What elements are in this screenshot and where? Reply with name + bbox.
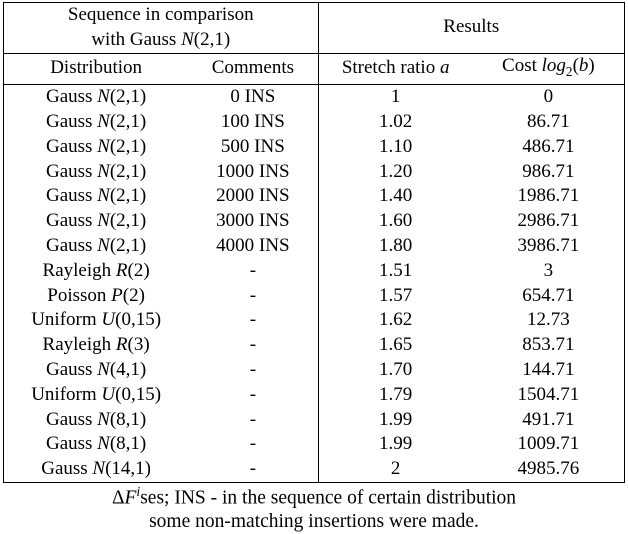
table-row: Gauss N(2,1) 0 INS 1 0 bbox=[3, 84, 625, 110]
cell-comments: 3000 INS bbox=[188, 209, 319, 234]
table-row: Gauss N(2,1) 100 INS 1.02 86.71 bbox=[3, 109, 625, 135]
cell-comments: - bbox=[188, 333, 319, 358]
group-header-sequence-line2: with Gauss N(2,1) bbox=[91, 28, 231, 50]
table-row: Gauss N(2,1) 500 INS 1.10 486.71 bbox=[3, 134, 625, 160]
table-row: Uniform U(0,15) - 1.79 1504.71 bbox=[3, 382, 625, 408]
cell-distribution: Gauss N(2,1) bbox=[3, 209, 189, 234]
cell-stretch: 1.79 bbox=[379, 383, 413, 405]
column-header-row: Distribution Comments Stretch ratio a Co… bbox=[3, 52, 625, 86]
cell-distribution: Gauss N(4,1) bbox=[3, 357, 189, 383]
cell-comments: - bbox=[188, 407, 319, 433]
cell-comments: - bbox=[188, 457, 319, 483]
cell-cost: 1986.71 bbox=[472, 184, 625, 210]
cell-cost: 1504.71 bbox=[472, 382, 625, 408]
cell-stretch: 1.65 bbox=[379, 334, 413, 356]
col-header-distribution: Distribution bbox=[3, 52, 189, 86]
cell-stretch: 1.70 bbox=[379, 358, 413, 380]
table-row: Gauss N(2,1) 4000 INS 1.80 3986.71 bbox=[3, 233, 625, 259]
cell-cost: 3986.71 bbox=[472, 233, 625, 259]
table-row: Rayleigh R(2) - 1.51 3 bbox=[3, 258, 625, 284]
group-header-results: Results bbox=[318, 2, 625, 54]
cell-stretch: 1.80 bbox=[379, 234, 413, 256]
table-caption: ΔFises; INS - in the sequence of certain… bbox=[0, 480, 628, 534]
cell-cost: 1009.71 bbox=[472, 432, 625, 458]
cell-cost: 986.71 bbox=[472, 159, 625, 185]
cell-cost: 86.71 bbox=[472, 109, 625, 135]
cell-comments: 0 INS bbox=[188, 84, 319, 110]
cell-comments: - bbox=[188, 258, 319, 284]
table-row: Gauss N(8,1) - 1.99 1009.71 bbox=[3, 432, 625, 458]
cell-stretch: 1.20 bbox=[379, 160, 413, 182]
table-row: Gauss N(2,1) 1000 INS 1.20 986.71 bbox=[3, 159, 625, 185]
cell-stretch: 1.99 bbox=[379, 433, 413, 455]
cell-stretch: 1.62 bbox=[379, 309, 413, 331]
cell-comments: - bbox=[188, 382, 319, 408]
cell-stretch: 2 bbox=[318, 457, 473, 483]
group-header-sequence: Sequence in comparison with Gauss N(2,1) bbox=[3, 2, 319, 54]
cell-distribution: Gauss N(14,1) bbox=[3, 457, 189, 483]
cell-distribution: Rayleigh R(3) bbox=[3, 333, 189, 358]
cell-stretch: 1.51 bbox=[379, 259, 413, 281]
group-header-sequence-line1: Sequence in comparison bbox=[67, 4, 254, 25]
cell-distribution: Gauss N(2,1) bbox=[3, 84, 189, 110]
cell-cost: 12.73 bbox=[472, 308, 625, 334]
cell-comments: 2000 INS bbox=[188, 184, 319, 210]
cell-stretch: 1.60 bbox=[379, 210, 413, 232]
cell-comments: - bbox=[188, 283, 319, 309]
cell-stretch: 1.57 bbox=[379, 284, 413, 306]
cell-distribution: Uniform U(0,15) bbox=[3, 382, 189, 408]
table-row: Gauss N(8,1) - 1.99 491.71 bbox=[3, 407, 625, 433]
caption-line-2: some non-matching insertions were made. bbox=[149, 511, 479, 532]
cell-cost: 4985.76 bbox=[472, 457, 625, 483]
table-row: Gauss N(14,1) -2 4985.76 bbox=[3, 457, 625, 483]
cell-cost: 2986.71 bbox=[472, 209, 625, 234]
table-row: Gauss N(4,1) - 1.70 144.71 bbox=[3, 357, 625, 383]
table-body: Gauss N(2,1) 0 INS 1 0 Gauss N(2,1) 100 INS 1.… bbox=[3, 84, 625, 483]
cell-cost: 654.71 bbox=[472, 283, 625, 309]
col-header-stretch: Stretch ratio a bbox=[318, 52, 473, 86]
cell-stretch: 1 bbox=[390, 86, 401, 108]
cell-comments: 500 INS bbox=[188, 134, 319, 160]
group-header-row: Sequence in comparison with Gauss N(2,1)… bbox=[3, 2, 625, 54]
cell-comments: 100 INS bbox=[188, 109, 319, 135]
cell-comments: - bbox=[188, 357, 319, 383]
cell-comments: - bbox=[188, 432, 319, 458]
cell-comments: 1000 INS bbox=[188, 159, 319, 185]
cell-distribution: Rayleigh R(2) bbox=[3, 258, 189, 284]
cell-cost: 491.71 bbox=[472, 407, 625, 433]
cell-distribution: Gauss N(2,1) bbox=[3, 109, 189, 135]
col-header-cost: Cost log2(b) bbox=[472, 52, 625, 86]
cell-distribution: Gauss N(2,1) bbox=[3, 134, 189, 160]
cell-cost: 0 bbox=[472, 84, 625, 110]
cell-cost: 144.71 bbox=[472, 357, 625, 383]
table-row: Gauss N(2,1) 2000 INS 1.40 1986.71 bbox=[3, 184, 625, 210]
cell-distribution: Uniform U(0,15) bbox=[3, 308, 189, 334]
cell-distribution: Gauss N(2,1) bbox=[3, 159, 189, 185]
cell-stretch: 1.40 bbox=[379, 185, 413, 207]
cell-cost: 3 bbox=[472, 258, 625, 284]
table-row: Gauss N(2,1) 3000 INS 1.60 2986.71 bbox=[3, 209, 625, 234]
table-row: Uniform U(0,15) - 1.62 12.73 bbox=[3, 308, 625, 334]
cell-cost: 486.71 bbox=[472, 134, 625, 160]
results-table: Sequence in comparison with Gauss N(2,1)… bbox=[3, 2, 625, 483]
col-header-comments: Comments bbox=[188, 52, 319, 86]
cell-distribution: Gauss N(8,1) bbox=[3, 407, 189, 433]
cell-distribution: Poisson P(2) bbox=[3, 283, 189, 309]
cell-distribution: Gauss N(2,1) bbox=[3, 184, 189, 210]
cell-distribution: Gauss N(8,1) bbox=[3, 432, 189, 458]
caption-line-1: ΔFises; INS - in the sequence of certain… bbox=[111, 484, 517, 509]
cell-stretch: 1.02 bbox=[379, 110, 413, 132]
cell-cost: 853.71 bbox=[472, 333, 625, 358]
cell-stretch: 1.10 bbox=[379, 135, 413, 157]
cell-comments: - bbox=[188, 308, 319, 334]
cell-distribution: Gauss N(2,1) bbox=[3, 233, 189, 259]
table-row: Rayleigh R(3) - 1.65 853.71 bbox=[3, 333, 625, 358]
cell-stretch: 1.99 bbox=[379, 408, 413, 430]
table-row: Poisson P(2) - 1.57 654.71 bbox=[3, 283, 625, 309]
cell-comments: 4000 INS bbox=[188, 233, 319, 259]
